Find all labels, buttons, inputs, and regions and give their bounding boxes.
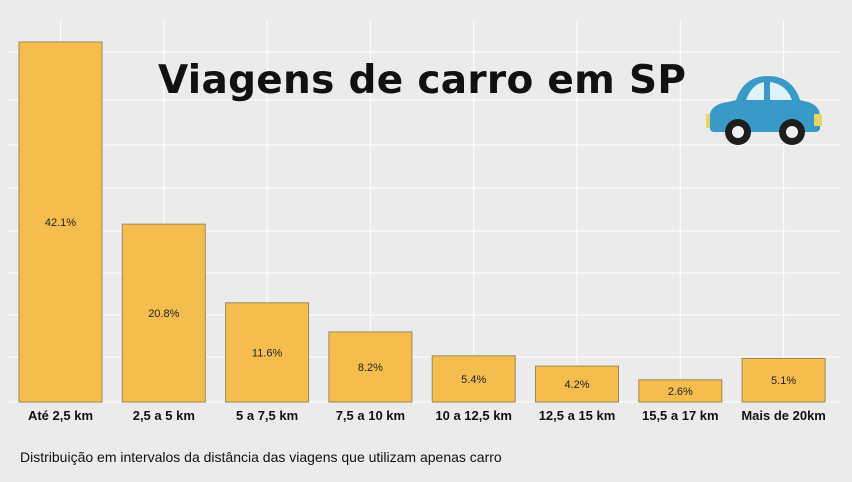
data-label: 4.2% xyxy=(564,379,589,391)
chart-title: Viagens de carro em SP xyxy=(158,58,687,103)
data-label: 2.6% xyxy=(668,386,693,398)
x-tick-label: Mais de 20km xyxy=(741,408,826,423)
bar xyxy=(18,41,103,403)
x-tick-label: 7,5 a 10 km xyxy=(336,408,405,423)
x-tick-label: 2,5 a 5 km xyxy=(133,408,195,423)
x-tick-label: Até 2,5 km xyxy=(28,408,93,423)
bar xyxy=(535,365,619,403)
chart-caption: Distribuição em intervalos da distância … xyxy=(20,449,502,465)
data-label: 42.1% xyxy=(45,217,76,229)
x-tick-label: 10 a 12,5 km xyxy=(435,408,512,423)
bar xyxy=(328,331,413,403)
bar xyxy=(741,357,826,403)
bar xyxy=(225,302,310,403)
data-label: 20.8% xyxy=(148,308,179,320)
bar xyxy=(638,379,723,403)
bar xyxy=(121,223,206,403)
bar xyxy=(431,355,516,403)
data-label: 5.4% xyxy=(461,374,486,386)
data-label: 8.2% xyxy=(358,362,383,374)
data-label: 5.1% xyxy=(771,375,796,387)
x-tick-label: 12,5 a 15 km xyxy=(539,408,616,423)
x-tick-label: 5 a 7,5 km xyxy=(236,408,298,423)
data-label: 11.6% xyxy=(252,347,283,359)
car-icon xyxy=(706,76,822,145)
x-tick-label: 15,5 a 17 km xyxy=(642,408,719,423)
